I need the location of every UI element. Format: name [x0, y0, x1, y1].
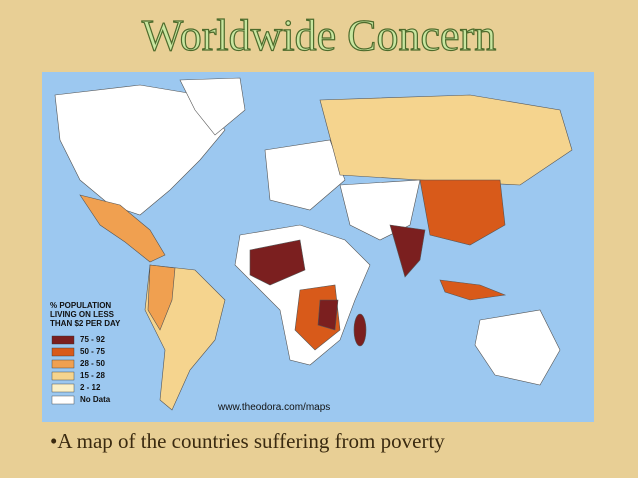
legend-swatch: [51, 335, 75, 345]
legend-title: LIVING ON LESS: [50, 310, 115, 319]
legend-label: 75 - 92: [80, 335, 105, 344]
legend-swatch: [51, 359, 75, 369]
slide-title: Worldwide Concern: [142, 11, 496, 60]
legend-swatch: [51, 395, 75, 405]
caption: •A map of the countries suffering from p…: [50, 429, 445, 453]
australia: [474, 309, 561, 386]
indonesia: [439, 279, 507, 301]
greenland: [179, 77, 246, 136]
china: [419, 179, 506, 246]
legend-label: 15 - 28: [80, 371, 105, 380]
russia: [319, 94, 573, 186]
map-source: www.theodora.com/maps: [217, 402, 330, 413]
india: [389, 224, 426, 278]
central-america: [79, 194, 166, 263]
north-america: [54, 84, 226, 216]
legend-title: THAN $2 PER DAY: [50, 319, 121, 328]
legend-swatch: [51, 383, 75, 393]
legend-swatch: [51, 347, 75, 357]
madagascar: [353, 313, 367, 347]
legend-label: 2 - 12: [80, 383, 101, 392]
europe: [264, 139, 346, 211]
legend-label: No Data: [80, 395, 111, 404]
legend-label: 28 - 50: [80, 359, 105, 368]
legend-title: % POPULATION: [50, 301, 111, 310]
andes: [147, 264, 176, 331]
legend-swatch: [51, 371, 75, 381]
west-africa: [249, 239, 306, 286]
legend-label: 50 - 75: [80, 347, 105, 356]
mozambique: [317, 299, 339, 331]
